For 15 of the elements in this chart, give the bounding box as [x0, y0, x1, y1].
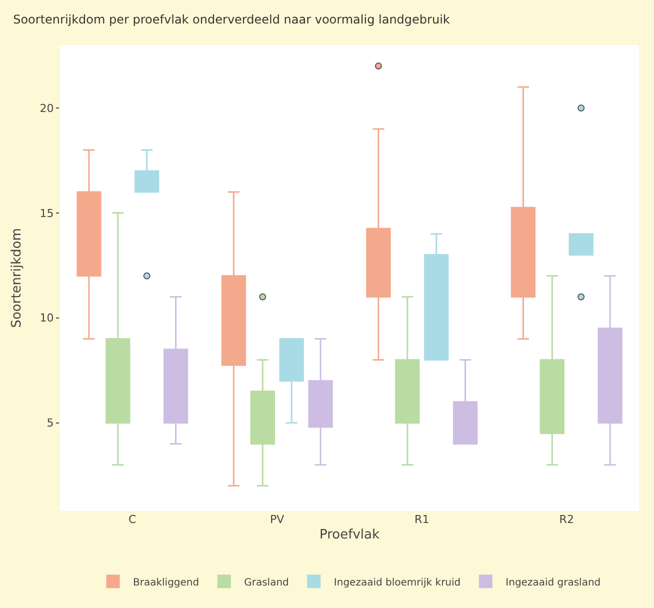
chart-title: Soortenrijkdom per proefvlak onderverdeeld naar voormalig landgebruik	[13, 12, 450, 27]
y-tick-label: 10	[40, 312, 54, 325]
x-axis-title: Proefvlak	[320, 528, 380, 543]
legend-label: Ingezaaid bloemrijk kruid	[334, 577, 461, 588]
legend-label: Braakliggend	[133, 577, 200, 588]
x-tick-label: C	[128, 513, 137, 526]
x-tick-label: PV	[270, 513, 285, 526]
x-tick-label: R1	[414, 513, 430, 526]
y-tick-label: 15	[40, 206, 54, 220]
x-tick-label: R2	[559, 513, 574, 526]
legend-label: Grasland	[244, 577, 289, 588]
y-tick-label: 20	[40, 102, 54, 115]
y-tick-label: 5	[46, 416, 54, 430]
y-axis-title: Soortenrijkdom	[10, 228, 25, 328]
legend-label: Ingezaaid grasland	[506, 577, 601, 588]
